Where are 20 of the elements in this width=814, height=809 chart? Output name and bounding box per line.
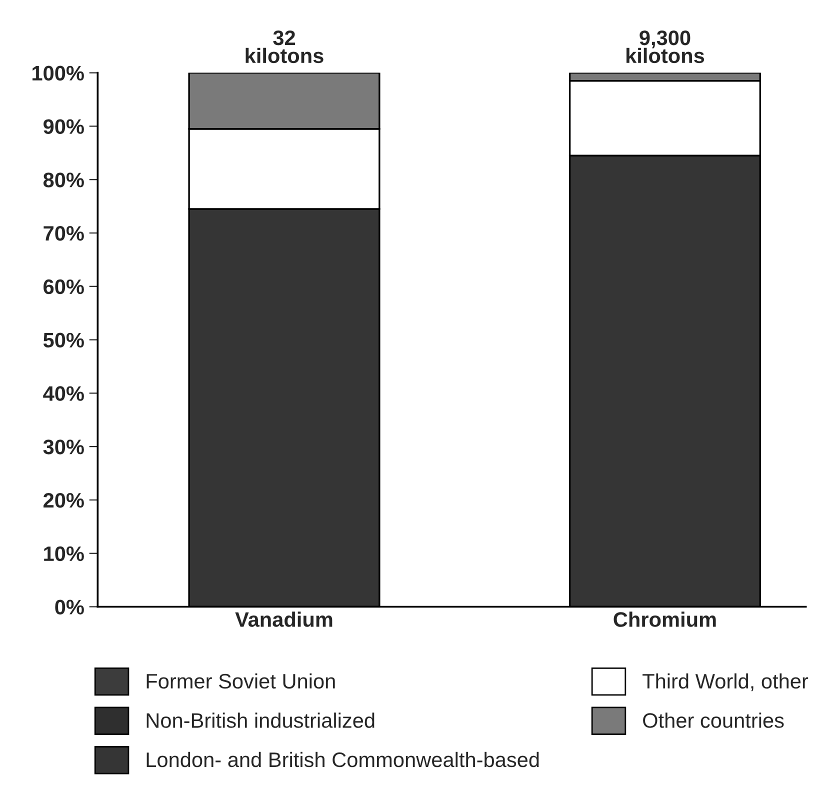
y-tick-label: 40% xyxy=(43,386,84,401)
legend-label: Third World, other xyxy=(642,673,808,692)
y-tick-label: 80% xyxy=(43,172,84,188)
legend-label: Other countries xyxy=(643,712,784,728)
x-tick-label: Chromium xyxy=(614,612,716,627)
y-tick-label: 30% xyxy=(43,440,84,454)
legend-label: Former Soviet Union xyxy=(146,673,335,689)
legend-label: Non-British industrialized xyxy=(146,712,374,728)
y-tick-label: 10% xyxy=(44,546,84,562)
y-tick-label: 70% xyxy=(44,226,84,241)
y-tick-label: 20% xyxy=(44,492,84,508)
y-tick-label: 50% xyxy=(43,332,84,348)
y-tick-label: 100% xyxy=(32,66,84,81)
y-tick-label: 60% xyxy=(44,279,84,294)
annotation: 32 kilotons xyxy=(246,30,324,64)
x-tick-label: Vanadium xyxy=(235,612,332,627)
y-tick-label: 90% xyxy=(44,119,84,134)
y-tick-label: 0% xyxy=(55,600,84,615)
annotation: 9,300 kilotons xyxy=(626,30,704,64)
legend-label: London- and British Commonwealth-based xyxy=(146,752,539,768)
